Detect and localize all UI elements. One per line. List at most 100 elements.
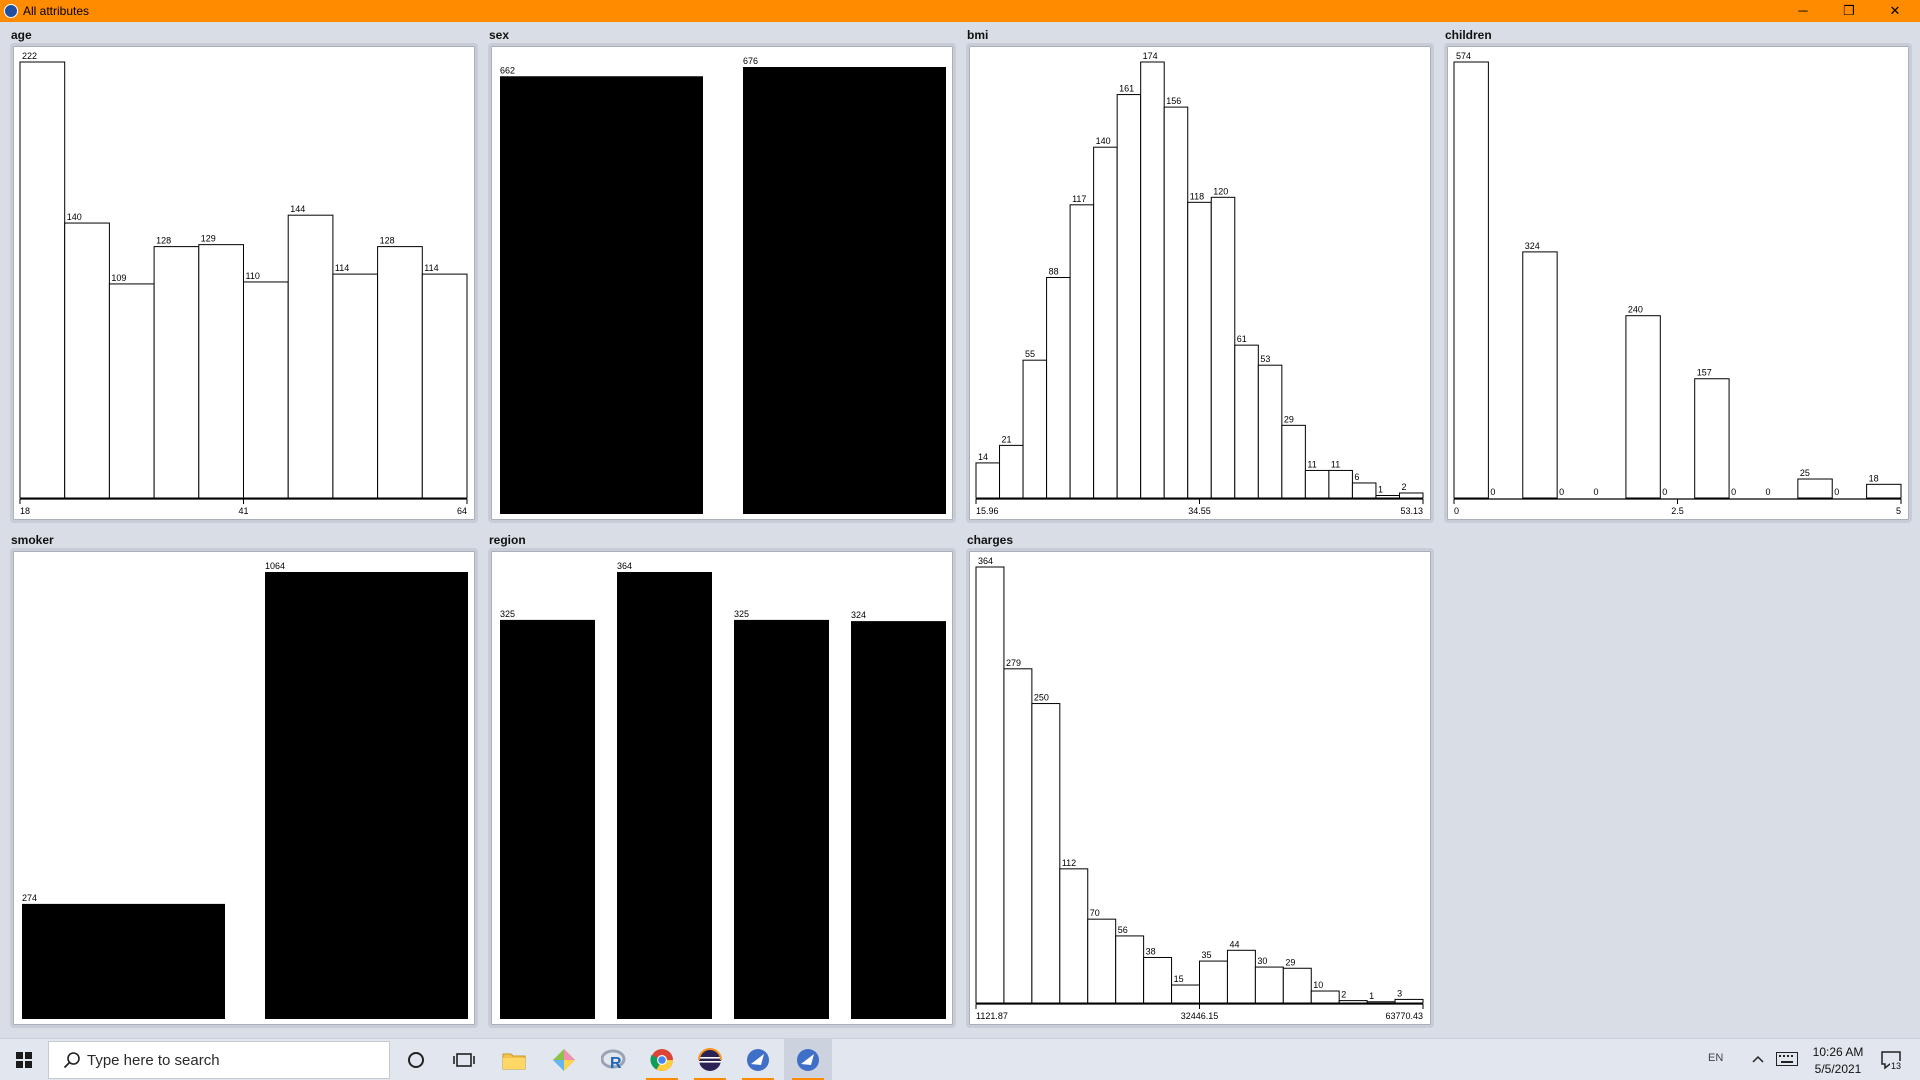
language-indicator[interactable]: EN bbox=[1708, 1052, 1724, 1064]
histogram-frame[interactable]: 325 364 325 324 bbox=[488, 548, 956, 1028]
title-bar[interactable]: All attributes ─ ❐ ✕ bbox=[0, 0, 1920, 22]
bar bbox=[1866, 483, 1902, 499]
bar bbox=[1022, 359, 1048, 499]
bar bbox=[975, 462, 1001, 499]
panel-charges: charges 364 279 250 112 70 56 38 15 35 44 30 29 10 2 1… bbox=[964, 527, 1440, 1033]
bar bbox=[1069, 204, 1095, 499]
bar bbox=[500, 619, 595, 1019]
bar-count-label: 114 bbox=[424, 263, 438, 273]
bar bbox=[975, 566, 1005, 1004]
bar-count-label: 0 bbox=[1490, 487, 1495, 497]
cortana-button[interactable] bbox=[392, 1039, 440, 1080]
bar-count-label: 279 bbox=[1006, 658, 1021, 668]
histogram-frame[interactable]: 274 1064 bbox=[10, 548, 478, 1028]
chevron-up-icon[interactable] bbox=[1750, 1051, 1766, 1067]
bar-count-label: 140 bbox=[67, 212, 82, 222]
bar-count-label: 128 bbox=[380, 236, 395, 246]
bar bbox=[1522, 251, 1558, 499]
bar-count-label: 61 bbox=[1237, 334, 1247, 344]
bar-count-label: 156 bbox=[1166, 96, 1181, 106]
bar-count-label: 6 bbox=[1354, 472, 1359, 482]
notification-icon[interactable] bbox=[1880, 1049, 1902, 1071]
attribute-visualization-area: age 222 140 109 128 129 110 144 114 128 114 18 41 64… bbox=[0, 22, 1920, 1038]
svg-text:R: R bbox=[610, 1055, 622, 1071]
bar bbox=[287, 214, 334, 499]
bar bbox=[1140, 61, 1165, 499]
gem-app-button[interactable] bbox=[540, 1039, 588, 1080]
bar-count-label: 18 bbox=[1869, 473, 1879, 483]
panel-title: region bbox=[489, 533, 526, 547]
histogram-frame[interactable]: 364 279 250 112 70 56 38 15 35 44 30 29 10 2 1 3 1121.87… bbox=[966, 548, 1434, 1028]
windows-logo-icon bbox=[16, 1052, 32, 1068]
close-button[interactable]: ✕ bbox=[1889, 3, 1901, 18]
bar-count-label: 2 bbox=[1341, 990, 1346, 1000]
weka-button[interactable] bbox=[734, 1039, 782, 1080]
x-tick-label: 2.5 bbox=[1671, 506, 1684, 516]
bar-count-label: 0 bbox=[1594, 487, 1599, 497]
search-box[interactable] bbox=[48, 1041, 390, 1079]
clock-time[interactable]: 10:26 AM bbox=[1812, 1045, 1864, 1059]
histogram-frame[interactable]: 574 0 324 0 0 240 0 157 0 0 25 0 18 0 2.5 5 bbox=[1444, 43, 1912, 523]
eclipse-button[interactable] bbox=[686, 1039, 734, 1080]
bar-count-label: 0 bbox=[1559, 487, 1564, 497]
keyboard-icon[interactable] bbox=[1776, 1052, 1798, 1066]
search-input[interactable] bbox=[87, 1049, 377, 1071]
bar bbox=[1199, 960, 1228, 1004]
x-tick-label: 63770.43 bbox=[1385, 1011, 1423, 1021]
bar bbox=[421, 273, 468, 499]
x-tick-label: 5 bbox=[1896, 506, 1901, 516]
bar-count-label: 325 bbox=[734, 609, 749, 619]
bar bbox=[1163, 106, 1189, 499]
bar bbox=[1328, 469, 1353, 499]
restore-button[interactable]: ❐ bbox=[1843, 3, 1855, 18]
bar-count-label: 161 bbox=[1119, 84, 1134, 94]
bar bbox=[64, 222, 110, 499]
x-tick-label: 34.55 bbox=[1188, 506, 1211, 516]
bar-count-label: 240 bbox=[1628, 305, 1643, 315]
bar bbox=[1310, 990, 1340, 1004]
bar bbox=[1281, 424, 1306, 499]
x-tick-label: 32446.15 bbox=[1181, 1011, 1219, 1021]
bar bbox=[1375, 494, 1400, 499]
bar-count-label: 25 bbox=[1800, 468, 1810, 478]
taskbar: R EN bbox=[0, 1038, 1920, 1080]
bar bbox=[500, 76, 703, 515]
bar-count-label: 1 bbox=[1378, 484, 1383, 494]
bar bbox=[617, 572, 712, 1019]
bar-count-label: 250 bbox=[1034, 693, 1049, 703]
panel-children: children 574 0 324 0 0 240 0 157 0 0 25 0 18 0 2.5 5 bbox=[1442, 22, 1918, 528]
eclipse-icon bbox=[698, 1048, 722, 1071]
weka-window-icon bbox=[797, 1049, 819, 1071]
task-view-button[interactable] bbox=[440, 1039, 488, 1080]
minimize-button[interactable]: ─ bbox=[1798, 3, 1808, 18]
chrome-button[interactable] bbox=[638, 1039, 686, 1080]
bar-count-label: 10 bbox=[1313, 980, 1323, 990]
panel-region: region 325 364 325 324 bbox=[486, 527, 962, 1033]
bar bbox=[1254, 966, 1284, 1004]
histogram-frame[interactable]: 662 676 bbox=[488, 43, 956, 523]
weka-window-button[interactable] bbox=[784, 1039, 832, 1080]
r-app-icon: R bbox=[601, 1049, 626, 1071]
chart-age: 222 140 109 128 129 110 144 114 128 114 18 41 64 bbox=[19, 51, 468, 516]
start-button[interactable] bbox=[0, 1039, 48, 1080]
x-tick-label: 41 bbox=[238, 506, 248, 516]
bar-count-label: 0 bbox=[1834, 487, 1839, 497]
panel-title: charges bbox=[967, 533, 1014, 547]
bar bbox=[377, 246, 423, 499]
histogram-frame[interactable]: 222 140 109 128 129 110 144 114 128 114 18 41 64 bbox=[10, 43, 478, 523]
panel-title: age bbox=[11, 28, 32, 42]
bar bbox=[1059, 868, 1089, 1004]
file-explorer-button[interactable] bbox=[490, 1039, 538, 1080]
bar bbox=[1087, 918, 1117, 1004]
bar-count-label: 120 bbox=[1213, 186, 1228, 196]
bar-count-label: 274 bbox=[22, 893, 37, 903]
bar bbox=[108, 283, 155, 499]
clock-date[interactable]: 5/5/2021 bbox=[1814, 1062, 1862, 1076]
bar-count-label: 129 bbox=[201, 234, 216, 244]
bar-count-label: 14 bbox=[978, 452, 988, 462]
chart-smoker: 274 1064 bbox=[22, 561, 468, 1019]
weka-app-icon bbox=[4, 4, 18, 18]
histogram-frame[interactable]: 14 21 55 88 117 140 161 174 156 118 120 61 53 29 11 11 6… bbox=[966, 43, 1434, 523]
r-app-button[interactable]: R bbox=[590, 1039, 638, 1080]
